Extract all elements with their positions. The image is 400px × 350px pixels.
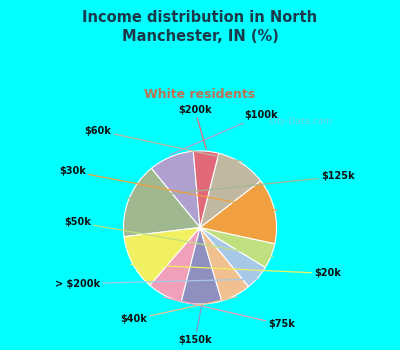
Wedge shape	[124, 168, 200, 237]
Text: $40k: $40k	[120, 297, 237, 324]
Text: $150k: $150k	[178, 306, 212, 345]
Text: $75k: $75k	[164, 297, 295, 329]
Wedge shape	[193, 151, 219, 228]
Text: City-Data.com: City-Data.com	[269, 117, 333, 126]
Wedge shape	[200, 181, 276, 244]
Wedge shape	[150, 228, 200, 302]
Text: $125k: $125k	[127, 172, 355, 198]
Wedge shape	[124, 228, 200, 285]
Wedge shape	[200, 228, 275, 267]
Text: Income distribution in North
Manchester, IN (%): Income distribution in North Manchester,…	[82, 10, 318, 44]
Text: $20k: $20k	[130, 264, 341, 279]
Wedge shape	[200, 228, 265, 287]
Text: $60k: $60k	[84, 126, 243, 162]
Wedge shape	[200, 153, 261, 228]
Text: $100k: $100k	[170, 110, 278, 155]
Text: $200k: $200k	[178, 105, 212, 149]
Text: White residents: White residents	[144, 88, 256, 100]
Text: $30k: $30k	[59, 166, 277, 210]
Text: $50k: $50k	[64, 217, 273, 257]
Wedge shape	[200, 228, 249, 301]
Wedge shape	[181, 228, 222, 304]
Wedge shape	[151, 151, 200, 228]
Text: > $200k: > $200k	[55, 279, 259, 289]
